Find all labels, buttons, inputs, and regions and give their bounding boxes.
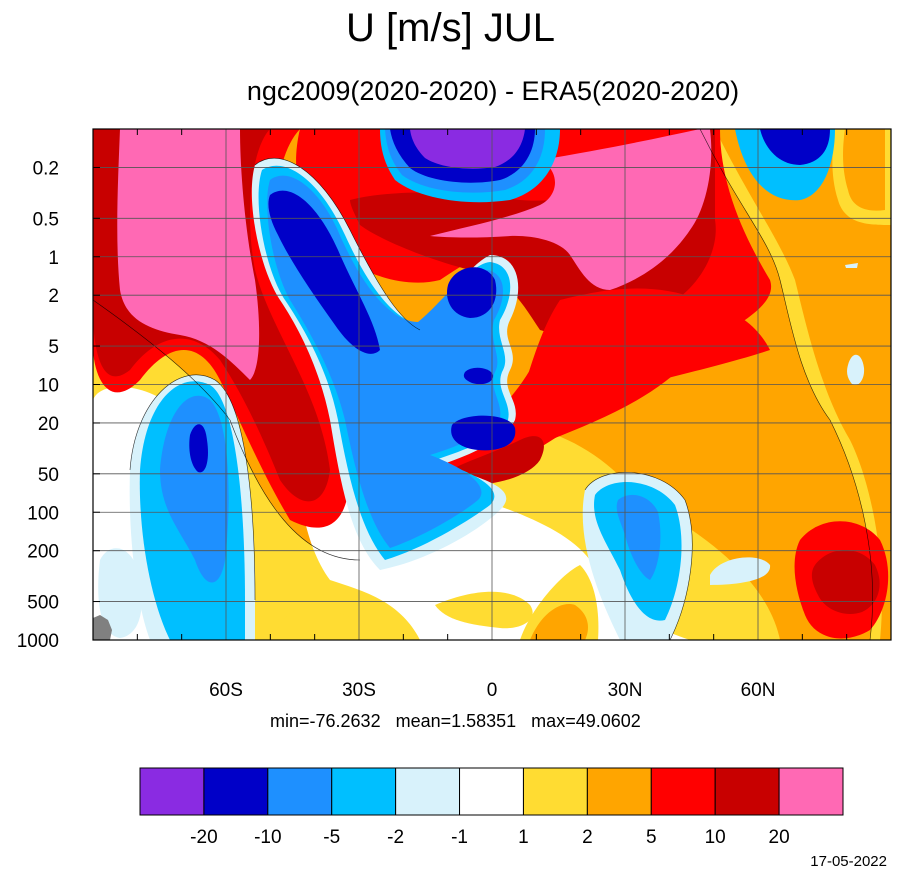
colorbar-swatch (650, 767, 716, 816)
contour-line-north (699, 129, 873, 640)
contour-line-south (129, 374, 256, 601)
contour-region-orange-nh-surface (530, 604, 588, 640)
date-stamp: 17-05-2022 (810, 853, 887, 870)
colorbar-label: -20 (190, 827, 217, 848)
colorbar-label: -10 (254, 827, 281, 848)
colorbar-label: -2 (387, 827, 404, 848)
contour-region-darkred-north (811, 550, 880, 615)
grid-lines (93, 129, 891, 640)
colorbar-swatch (139, 767, 205, 816)
chart-title: U [m/s] JUL (346, 6, 555, 50)
y-tick-label: 1000 (17, 631, 59, 652)
colorbar-label: -1 (451, 827, 468, 848)
contour-region-blue-south (160, 395, 229, 583)
x-tick-label: 30N (608, 680, 643, 701)
contour-region-darkred-tongue (449, 436, 544, 485)
colorbar-swatch (459, 767, 524, 816)
y-tick-label: 0.5 (33, 209, 59, 230)
y-tick-label: 10 (38, 376, 59, 397)
contour-line-south-strat (93, 299, 361, 561)
colorbar-swatch (522, 767, 588, 816)
contour-region-blue-nh (616, 494, 661, 580)
x-tick-label: 60S (209, 680, 243, 701)
y-tick-label: 1 (48, 248, 59, 269)
contour-line-central (254, 157, 421, 331)
colorbar: -20 -10 -5 -2 -1 1 2 5 10 20 (139, 767, 844, 848)
contour-region-lightblue-nh-dot (845, 263, 858, 268)
x-tick-label: 60N (741, 680, 776, 701)
contour-region-yellow-eq-surface (435, 591, 533, 629)
contour-region-red-tongue (440, 288, 770, 472)
contour-region-orange-topright (843, 129, 885, 211)
y-tick-label: 500 (27, 593, 59, 614)
colorbar-swatch (395, 767, 461, 816)
y-tick-label: 2 (48, 286, 59, 307)
contour-region-darkblue-south (189, 424, 208, 473)
colorbar-swatch (714, 767, 780, 816)
colorbar-label: 2 (582, 827, 593, 848)
topography-fill (93, 615, 112, 640)
contour-region-darkblue-eq-20hpa (451, 415, 516, 451)
colorbar-swatch (586, 767, 652, 816)
colorbar-label: 1 (518, 827, 529, 848)
contour-region-lightblue-south (98, 548, 142, 638)
y-tick-label: 0.2 (33, 158, 59, 179)
contour-region-darkblue-central (268, 190, 380, 354)
y-tick-label: 100 (27, 503, 59, 524)
x-axis: 60S 30S 0 30N 60N (136, 129, 848, 701)
contour-region-pink-tropical (430, 129, 712, 290)
y-tick-label: 5 (48, 337, 59, 358)
y-axis: 0.2 0.5 1 2 5 10 20 50 100 200 500 1000 (17, 158, 100, 652)
colorbar-label: 10 (705, 827, 726, 848)
chart-subtitle: ngc2009(2020-2020) - ERA5(2020-2020) (246, 76, 740, 106)
x-tick-label: 0 (487, 680, 498, 701)
colorbar-label: -5 (323, 827, 340, 848)
contour-region-pink-south (117, 129, 260, 380)
colorbar-swatch (267, 767, 333, 816)
y-tick-label: 50 (38, 465, 59, 486)
y-tick-label: 200 (27, 542, 59, 563)
contour-region-purple-top (410, 129, 525, 169)
contour-region-yellow-sh-surface (275, 606, 400, 640)
contour-region-darkblue-eq-2hpa (446, 267, 497, 318)
contour-region-darkblue-eq-10hpa (463, 367, 494, 385)
contour-region-darkblue-topright (760, 129, 830, 165)
colorbar-label: 20 (769, 827, 790, 848)
x-tick-label: 30S (342, 680, 376, 701)
colorbar-label: 5 (646, 827, 657, 848)
y-tick-label: 20 (38, 414, 59, 435)
colorbar-swatch (203, 767, 269, 816)
contour-region-lightblue-nh-small (710, 557, 771, 585)
colorbar-swatch (331, 767, 397, 816)
stats-text: min=-76.2632 mean=1.58351 max=49.0602 (270, 711, 641, 731)
contour-region-lightblue-nh-spot (847, 354, 865, 386)
colorbar-swatch (778, 767, 844, 816)
